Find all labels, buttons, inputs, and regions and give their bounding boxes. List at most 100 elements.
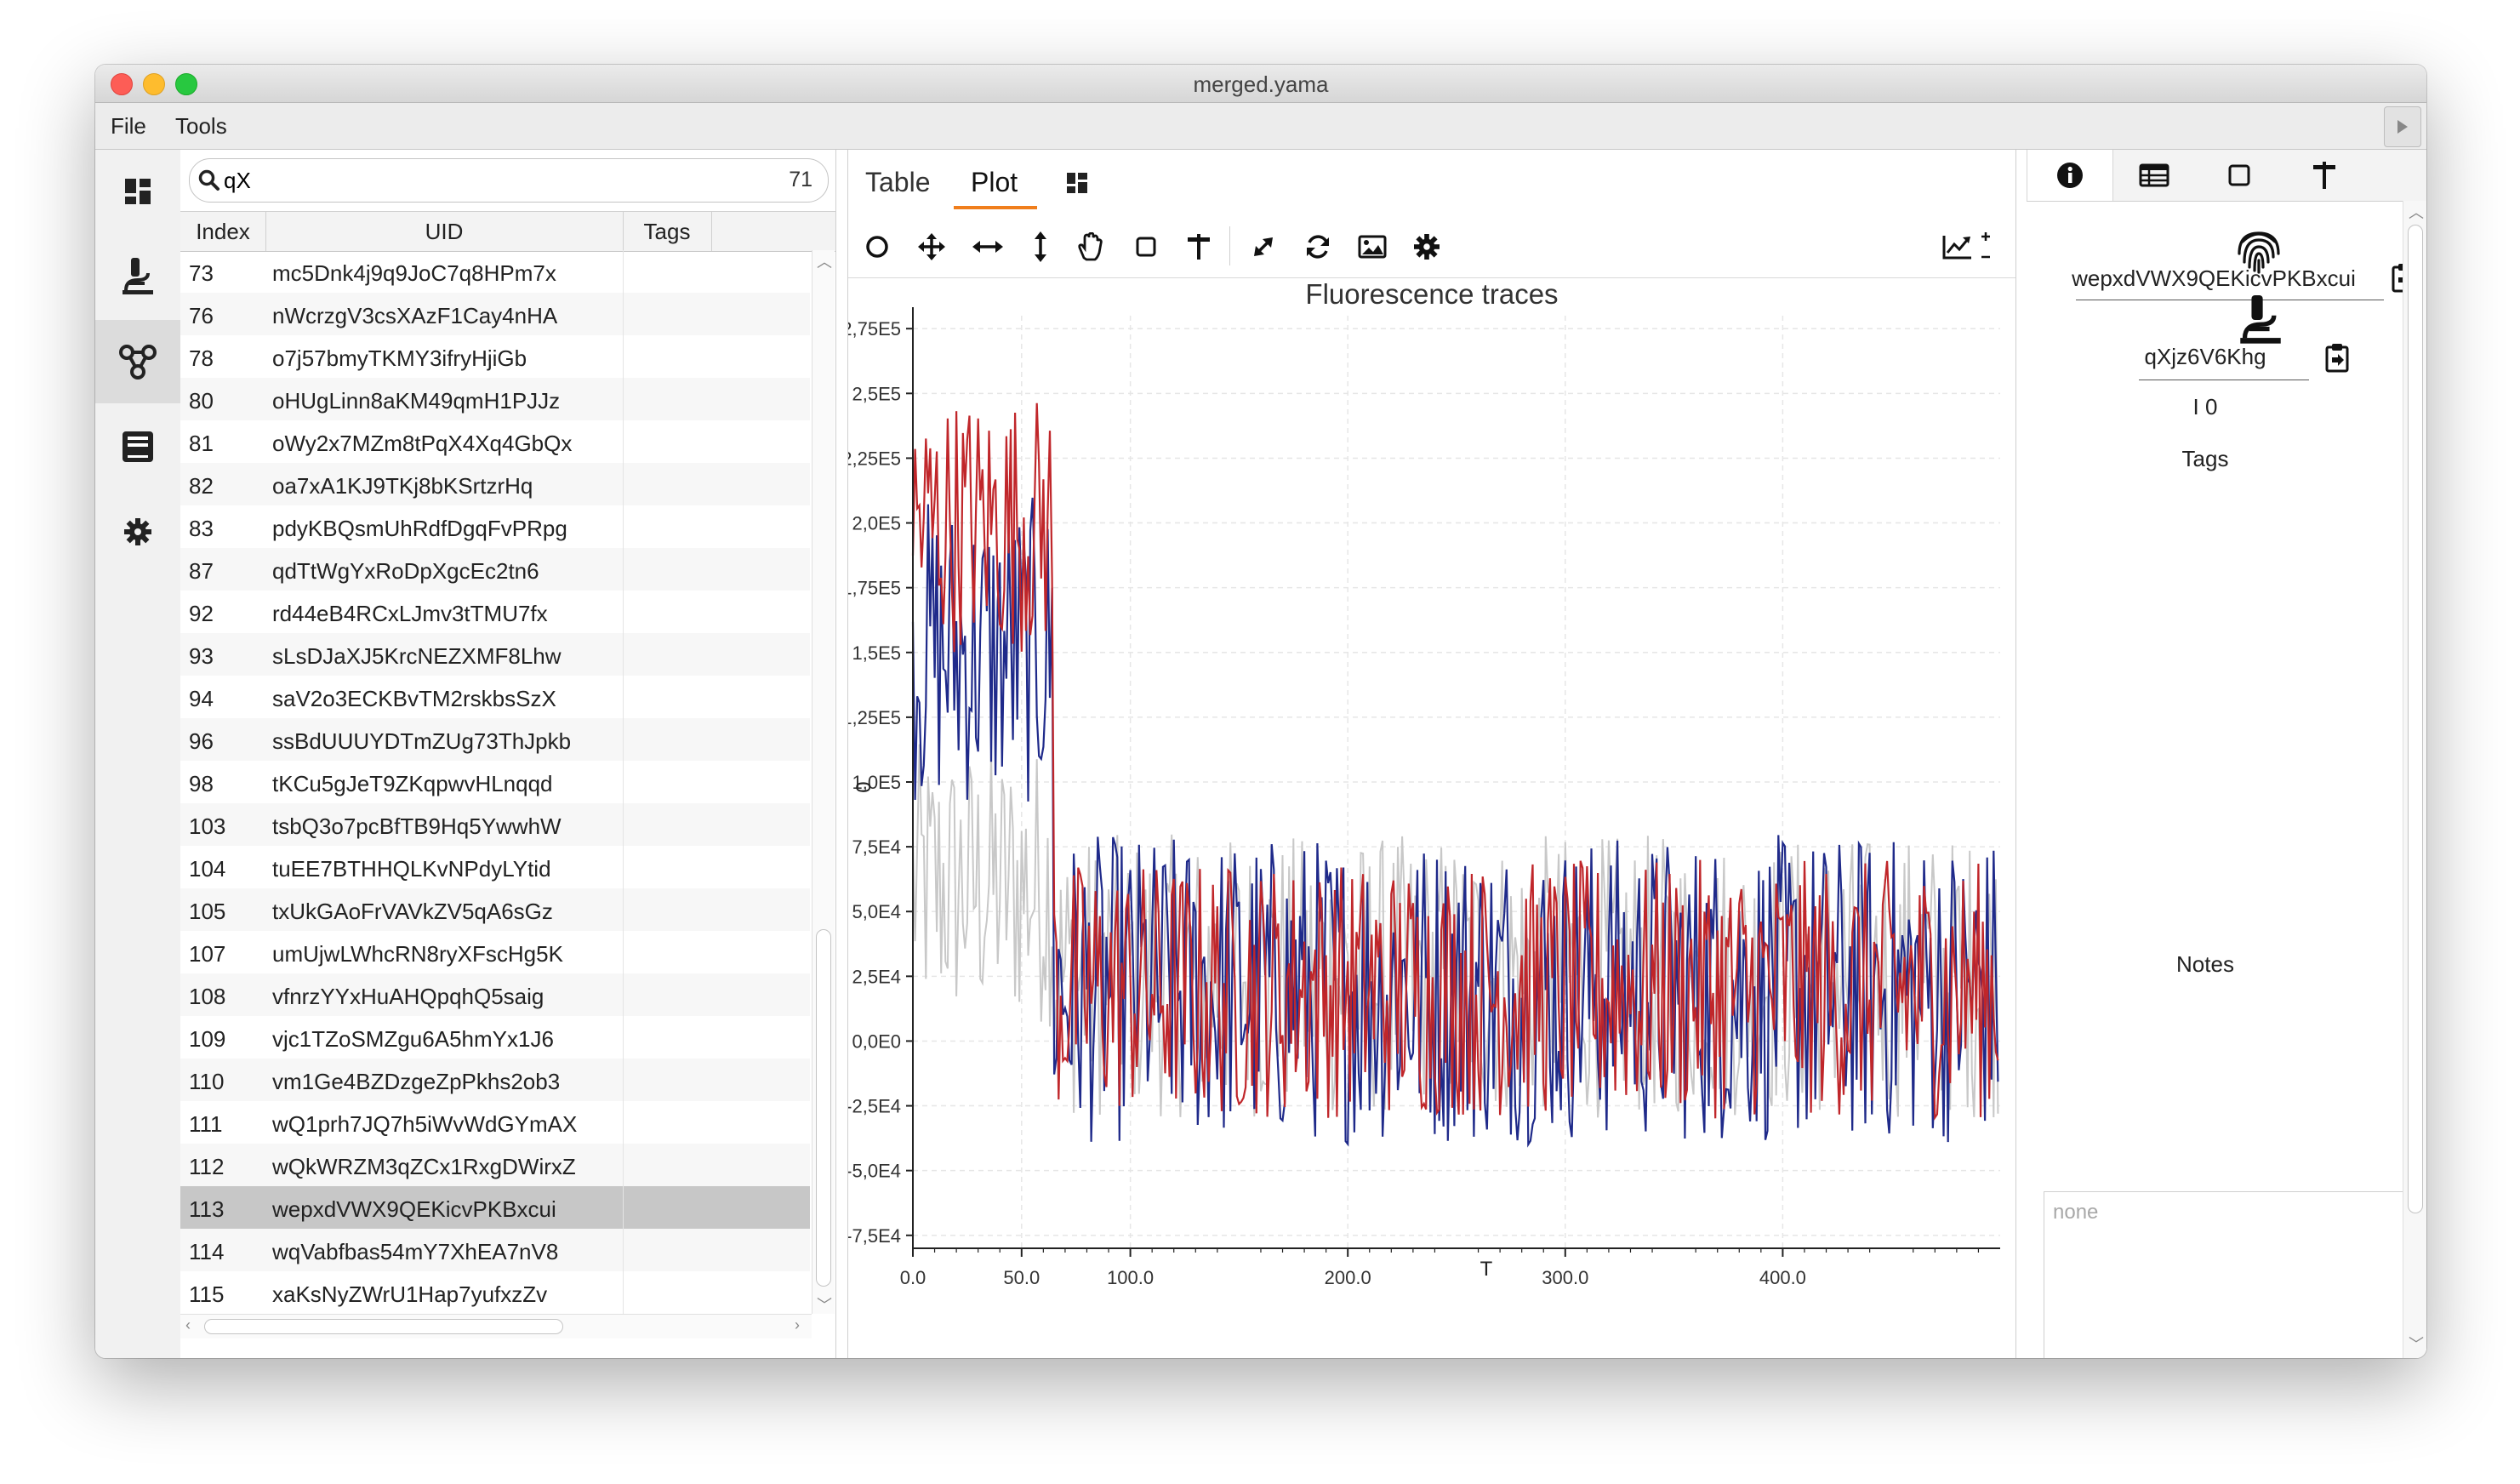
y-tick-label: 1,5E5 (852, 642, 902, 664)
table-row[interactable]: 82 oa7xA1KJ9TKj8bKSrtzrHq (180, 463, 810, 505)
table-row[interactable]: 94 saV2o3ECKBvTM2rskbsSzX (180, 676, 810, 718)
table-row[interactable]: 103 tsbQ3o7pcBfTB9Hq5YwwhW (180, 803, 810, 846)
info-scroll-thumb[interactable] (2408, 225, 2423, 1213)
table-row[interactable]: 112 wQkWRZM3qZCx1RxgDWirxZ (180, 1144, 810, 1186)
notes-input[interactable] (2044, 1192, 2426, 1358)
table-row[interactable]: 111 wQ1prh7JQ7h5iWvWdGYmAX (180, 1101, 810, 1144)
sidebar (95, 150, 181, 1358)
close-window-button[interactable] (111, 73, 133, 95)
sidebar-molecules[interactable] (95, 320, 180, 403)
row-uid: nWcrzgV3csXAzF1Cay4nHA (272, 303, 558, 328)
expand-panel-button[interactable] (2384, 106, 2421, 147)
fullscreen-button[interactable] (1245, 228, 1282, 265)
circle-tool-button[interactable] (858, 228, 896, 265)
row-uid: wepxdVWX9QEKicvPKBxcui (272, 1196, 556, 1222)
sidebar-book[interactable] (95, 405, 180, 488)
horizontal-zoom-button[interactable] (969, 228, 1006, 265)
scroll-up-icon[interactable]: ︿ (817, 254, 832, 271)
fingerprint-icon (2238, 231, 2280, 274)
position-marker-button[interactable] (1180, 228, 1217, 265)
clipboard-icon[interactable] (2324, 342, 2350, 373)
sidebar-settings[interactable] (95, 490, 180, 574)
fluorescence-chart[interactable]: 2,75E5 2,5E5 2,25E5 2,0E5 1,75E5 1,5E5 1,25E5 1… (841, 278, 2015, 1358)
search-box: 71 (189, 158, 829, 203)
sidebar-dashboard[interactable] (95, 150, 180, 233)
table-row[interactable]: 78 o7j57bmyTKMY3ifryHjiGb (180, 335, 810, 378)
row-uid: umUjwLWhcRN8ryXFscHg5K (272, 941, 563, 967)
info-scrollbar[interactable]: ︿ ﹀ (2403, 201, 2426, 1358)
series-line (911, 402, 1999, 1121)
table-row[interactable]: 98 tKCu5gJeT9ZKqpwvHLnqqd (180, 761, 810, 803)
horizontal-scroll-thumb[interactable] (204, 1319, 563, 1334)
sidebar-microscope[interactable] (95, 235, 180, 318)
pan-tool-button[interactable] (1071, 228, 1109, 265)
y-tick-label: 2,75E5 (848, 318, 901, 340)
table-row[interactable]: 73 mc5Dnk4j9q9JoC7q8HPm7x (180, 250, 810, 293)
tab-regions[interactable] (2197, 150, 2282, 201)
export-image-button[interactable] (1354, 228, 1391, 265)
table-row[interactable]: 81 oWy2x7MZm8tPqX4Xq4GbQx (180, 420, 810, 463)
vertical-scroll-thumb[interactable] (816, 929, 831, 1287)
column-tags[interactable]: Tags (623, 212, 712, 251)
tab-info[interactable] (2027, 150, 2113, 201)
table-row[interactable]: 80 oHUgLinn8aKM49qmH1PJJz (180, 378, 810, 420)
zoom-plus-minus-button[interactable] (1973, 228, 1998, 265)
vertical-zoom-button[interactable] (1022, 228, 1059, 265)
horizontal-scrollbar[interactable]: ‹ › (180, 1314, 812, 1338)
row-index: 114 (189, 1239, 225, 1264)
table-row[interactable]: 115 xaKsNyZWrU1Hap7yufxzZv (180, 1271, 810, 1314)
table-row[interactable]: 114 wqVabfbas54mY7XhEA7nV8 (180, 1229, 810, 1271)
tab-table[interactable]: Table (865, 167, 931, 197)
scroll-up-icon[interactable]: ︿ (2409, 204, 2424, 221)
row-index: 80 (189, 388, 214, 414)
column-uid[interactable]: UID (265, 212, 624, 251)
table-row[interactable]: 96 ssBdUUUYDTmZUg73ThJpkb (180, 718, 810, 761)
row-uid: wQkWRZM3qZCx1RxgDWirxZ (272, 1154, 576, 1179)
title-bar: merged.yama (95, 65, 2426, 103)
chart-type-button[interactable] (1939, 228, 1976, 265)
rectangle-tool-button[interactable] (1127, 228, 1165, 265)
table-row[interactable]: 109 vjc1TZoSMZgu6A5hmYx1J6 (180, 1016, 810, 1059)
row-index: 92 (189, 601, 214, 626)
vertical-scrollbar[interactable]: ︿ ﹀ (812, 250, 835, 1314)
table-row[interactable]: 92 rd44eB4RCxLJmv3tTMU7fx (180, 591, 810, 633)
table-row[interactable]: 110 vm1Ge4BZDzgeZpPkhs2ob3 (180, 1059, 810, 1101)
scroll-right-icon[interactable]: › (795, 1316, 800, 1333)
table-row[interactable]: 107 umUjwLWhcRN8ryXFscHg5K (180, 931, 810, 973)
y-tick-label: 2,5E5 (852, 383, 902, 404)
search-input[interactable] (222, 164, 736, 197)
table-row[interactable]: 76 nWcrzgV3csXAzF1Cay4nHA (180, 293, 810, 335)
table-row[interactable]: 93 sLsDJaXJ5KrcNEZXMF8Lhw (180, 633, 810, 676)
menu-file[interactable]: File (111, 113, 146, 139)
tab-plot[interactable]: Plot (971, 167, 1018, 197)
plot-area[interactable]: 2,75E5 2,5E5 2,25E5 2,0E5 1,75E5 1,5E5 1,25E5 1… (841, 277, 2015, 1358)
row-tags-cell (623, 761, 624, 803)
menu-tools[interactable]: Tools (175, 113, 227, 139)
row-uid: txUkGAoFrVAVkZV5qA6sGz (272, 899, 553, 924)
table-row[interactable]: 104 tuEE7BTHHQLKvNPdyLYtid (180, 846, 810, 888)
scroll-left-icon[interactable]: ‹ (185, 1316, 191, 1333)
table-row[interactable]: 108 vfnrzYYxHuAHQpqhQ5saig (180, 973, 810, 1016)
table-row[interactable]: 105 txUkGAoFrVAVkZV5qA6sGz (180, 888, 810, 931)
column-index[interactable]: Index (180, 212, 266, 251)
row-tags-cell (623, 335, 624, 378)
refresh-button[interactable] (1299, 228, 1337, 265)
scroll-down-icon[interactable]: ﹀ (817, 1297, 832, 1314)
tab-positions[interactable] (2282, 150, 2367, 201)
line-chart-icon (1942, 236, 1971, 260)
row-tags-cell (623, 718, 624, 761)
move-tool-button[interactable] (913, 228, 950, 265)
table-icon (2139, 163, 2169, 187)
zoom-window-button[interactable] (175, 73, 197, 95)
row-index: 110 (189, 1069, 225, 1094)
scroll-down-icon[interactable]: ﹀ (2409, 1336, 2424, 1353)
table-row[interactable]: 83 pdyKBQsmUhRdfDgqFvPRpg (180, 505, 810, 548)
row-tags-cell (623, 803, 624, 846)
y-tick-label: 1,75E5 (848, 578, 901, 599)
table-row[interactable]: 87 qdTtWgYxRoDpXgcEc2tn6 (180, 548, 810, 591)
table-row[interactable]: 113 wepxdVWX9QEKicvPKBxcui (180, 1186, 810, 1229)
minimize-window-button[interactable] (143, 73, 165, 95)
plot-settings-button[interactable] (1408, 228, 1445, 265)
tab-properties[interactable] (2112, 150, 2197, 201)
grid-view-icon[interactable] (1066, 172, 1088, 194)
